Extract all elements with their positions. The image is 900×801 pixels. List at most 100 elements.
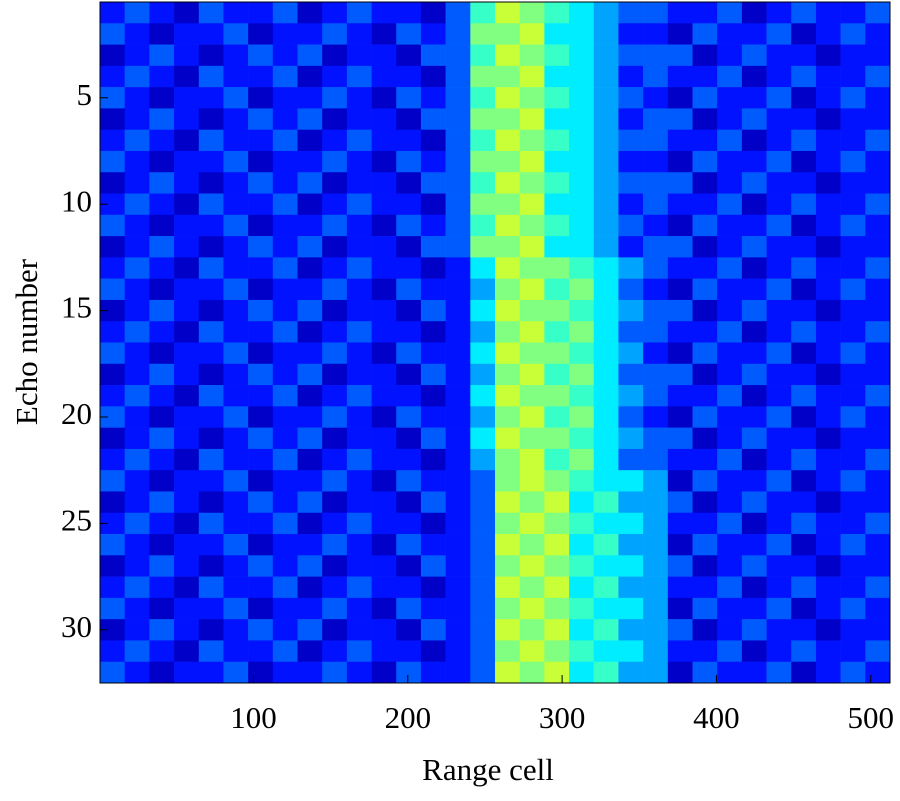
heat-cell [519, 321, 545, 343]
heat-cell [741, 427, 767, 450]
heat-cell [124, 555, 150, 577]
heat-cell [495, 342, 520, 365]
heat-cell [149, 150, 175, 173]
heat-cell [470, 278, 496, 301]
heat-cell [396, 512, 422, 535]
heat-cell [544, 129, 570, 152]
heat-cell [544, 44, 570, 67]
heat-cell [445, 661, 471, 684]
heat-cell [495, 640, 520, 663]
heat-cell [198, 321, 224, 343]
heat-cell [396, 257, 422, 279]
heat-cell [297, 87, 323, 109]
heat-cell [519, 2, 545, 24]
heat-cell [445, 23, 471, 45]
heat-cell [272, 193, 298, 216]
heat-cell [322, 321, 348, 343]
heat-cell [544, 299, 570, 322]
heat-cell [149, 597, 175, 620]
heat-cell [717, 257, 743, 279]
heat-cell [495, 150, 520, 173]
heat-cell [420, 597, 446, 620]
heat-cell [618, 406, 644, 428]
heat-cell [815, 278, 841, 301]
heat-cell [198, 172, 224, 194]
heat-cell [766, 2, 792, 24]
heat-cell [420, 406, 446, 428]
heat-cell [371, 2, 397, 24]
heat-cell [544, 2, 570, 24]
heat-cell [495, 65, 520, 88]
heat-cell [815, 491, 841, 514]
heat-cell [618, 640, 644, 663]
heat-cell [297, 321, 323, 343]
heat-cell [791, 65, 817, 88]
heat-cell [569, 129, 595, 152]
heat-cell [791, 193, 817, 216]
heat-cell [840, 597, 866, 620]
heat-cell [815, 448, 841, 471]
heat-cell [297, 193, 323, 216]
heat-cell [865, 406, 891, 428]
heat-cell [618, 534, 644, 556]
heat-cell [396, 129, 422, 152]
heat-cell [667, 363, 693, 386]
heat-cell [396, 299, 422, 322]
heat-cell [248, 87, 274, 109]
heat-cell [593, 129, 619, 152]
heat-cell [297, 342, 323, 365]
heat-cell [692, 299, 718, 322]
heat-cell [717, 534, 743, 556]
heat-cell [445, 87, 471, 109]
heat-cell [544, 236, 570, 258]
heat-cell [692, 640, 718, 663]
heat-cell [618, 278, 644, 301]
heat-cell [643, 23, 669, 45]
heat-cell [322, 172, 348, 194]
heat-cell [248, 661, 274, 684]
heat-cell [174, 597, 200, 620]
heat-cell [840, 214, 866, 237]
heat-cell [346, 193, 372, 216]
heat-cell [371, 491, 397, 514]
heat-cell [815, 427, 841, 450]
heat-cell [544, 257, 570, 279]
heat-cell [420, 555, 446, 577]
heat-cell [297, 640, 323, 663]
heat-cell [741, 512, 767, 535]
heat-cell [569, 214, 595, 237]
heat-cell [297, 661, 323, 684]
heat-cell [149, 193, 175, 216]
heat-cell [396, 555, 422, 577]
heat-cell [643, 342, 669, 365]
heat-cell [149, 299, 175, 322]
heat-cell [272, 597, 298, 620]
heat-cell [198, 448, 224, 471]
heat-cell [667, 512, 693, 535]
heat-cell [297, 108, 323, 130]
heat-cell [618, 321, 644, 343]
heat-cell [198, 150, 224, 173]
heat-cell [248, 214, 274, 237]
heat-cell [420, 661, 446, 684]
heat-cell [100, 555, 125, 577]
heat-cell [495, 406, 520, 428]
heat-cell [420, 470, 446, 492]
heat-cell [445, 512, 471, 535]
heat-cell [322, 108, 348, 130]
heat-cell [223, 385, 249, 407]
heat-cell [766, 576, 792, 599]
heat-cell [569, 427, 595, 450]
heat-cell [741, 257, 767, 279]
heat-cell [322, 597, 348, 620]
heat-cell [593, 257, 619, 279]
heat-cell [297, 299, 323, 322]
heat-cell [346, 214, 372, 237]
heat-cell [667, 470, 693, 492]
heat-cell [766, 321, 792, 343]
heat-cell [396, 470, 422, 492]
heat-cell [149, 87, 175, 109]
heat-cell [100, 342, 125, 365]
heat-cell [248, 534, 274, 556]
heat-cell [198, 406, 224, 428]
